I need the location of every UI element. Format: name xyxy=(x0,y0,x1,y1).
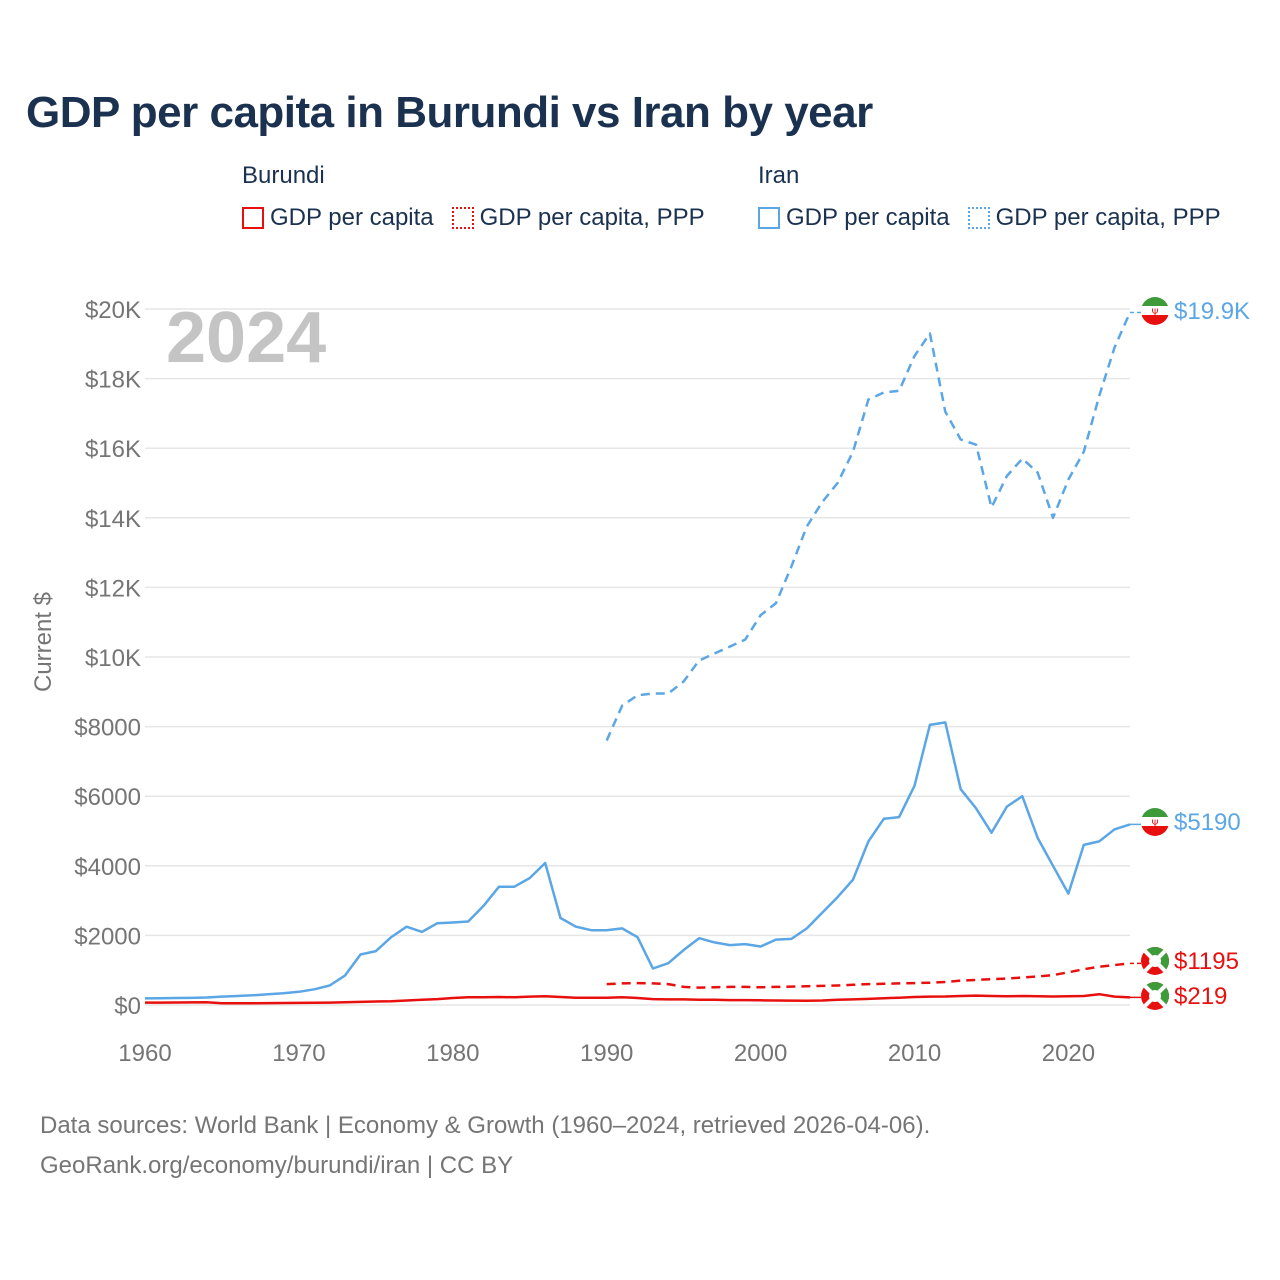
end-label-iran-ppp: $19.9K xyxy=(1174,298,1250,325)
y-tick-label: $2000 xyxy=(74,923,141,950)
legend-label: GDP per capita xyxy=(270,204,434,231)
chart-title: GDP per capita in Burundi vs Iran by yea… xyxy=(26,88,873,137)
y-axis-label: Current $ xyxy=(30,592,57,692)
y-tick-label: $4000 xyxy=(74,854,141,881)
footer-link[interactable]: GeoRank.org/economy/burundi/iran | CC BY xyxy=(40,1152,514,1179)
series-line-iran-gdp-per-capita-ppp[interactable] xyxy=(605,311,1132,742)
legend-label: GDP per capita xyxy=(786,204,950,231)
y-tick-label: $16K xyxy=(85,436,141,463)
legend-label: GDP per capita, PPP xyxy=(479,204,705,231)
footer-sources: Data sources: World Bank | Economy & Gro… xyxy=(40,1112,931,1139)
legend-item-burundi-ppp[interactable]: GDP per capita, PPP xyxy=(451,204,705,232)
x-axis-ticks: 1960 1970 1980 1990 2000 2010 2020 xyxy=(118,1040,1095,1067)
burundi-flag-icon xyxy=(1141,947,1169,975)
legend-swatch-dotted xyxy=(967,207,990,229)
legend-country-iran: Iran xyxy=(758,162,800,189)
x-tick-label: 1960 xyxy=(118,1040,171,1067)
y-tick-label: $0 xyxy=(114,993,141,1020)
x-tick-label: 2010 xyxy=(888,1040,941,1067)
series-lines xyxy=(144,311,1141,1005)
y-tick-label: $8000 xyxy=(74,715,141,742)
y-tick-label: $14K xyxy=(85,506,141,533)
x-tick-label: 1990 xyxy=(580,1040,633,1067)
iran-flag-icon: Ψ xyxy=(1141,297,1169,325)
burundi-flag-icon xyxy=(1141,982,1169,1010)
legend-country-burundi: Burundi xyxy=(242,162,325,189)
year-watermark: 2024 xyxy=(166,298,326,378)
footer: Data sources: World Bank | Economy & Gro… xyxy=(40,1106,930,1186)
iran-flag-icon: Ψ xyxy=(1141,808,1169,836)
legend-swatch-solid xyxy=(242,207,264,229)
x-tick-label: 2020 xyxy=(1042,1040,1095,1067)
x-tick-label: 1970 xyxy=(272,1040,325,1067)
series-line-burundi-gdp-per-capita[interactable] xyxy=(145,992,1131,1005)
svg-text:Ψ: Ψ xyxy=(1151,308,1158,318)
end-label-iran-gdp: $5190 xyxy=(1174,809,1241,836)
legend-iran: Iran GDP per capita GDP per capita, PPP xyxy=(758,162,1221,232)
legend-item-iran-gdp[interactable]: GDP per capita xyxy=(758,204,950,232)
series-line-iran-gdp-per-capita[interactable] xyxy=(144,721,1131,1000)
end-label-burundi-gdp: $219 xyxy=(1174,983,1227,1010)
y-tick-label: $12K xyxy=(85,575,141,602)
gridlines xyxy=(145,308,1130,1006)
end-label-burundi-ppp: $1195 xyxy=(1174,948,1239,975)
legend-item-iran-ppp[interactable]: GDP per capita, PPP xyxy=(967,204,1221,232)
y-tick-label: $6000 xyxy=(74,784,141,811)
y-tick-label: $10K xyxy=(85,645,141,672)
x-tick-label: 1980 xyxy=(426,1040,479,1067)
y-axis-ticks: $0 $2000 $4000 $6000 $8000 $10K $12K $14K $16K $1… xyxy=(74,297,141,1020)
svg-text:Ψ: Ψ xyxy=(1151,819,1158,829)
legend-swatch-solid xyxy=(758,207,780,229)
legend-burundi: Burundi GDP per capita GDP per capita, P… xyxy=(242,162,705,232)
legend-label: GDP per capita, PPP xyxy=(995,204,1221,231)
legend-swatch-dotted xyxy=(451,207,474,229)
legend-item-burundi-gdp[interactable]: GDP per capita xyxy=(242,204,434,232)
series-line-burundi-gdp-per-capita-ppp[interactable] xyxy=(606,962,1131,989)
y-tick-label: $18K xyxy=(85,367,141,394)
y-tick-label: $20K xyxy=(85,297,141,324)
x-tick-label: 2000 xyxy=(734,1040,787,1067)
